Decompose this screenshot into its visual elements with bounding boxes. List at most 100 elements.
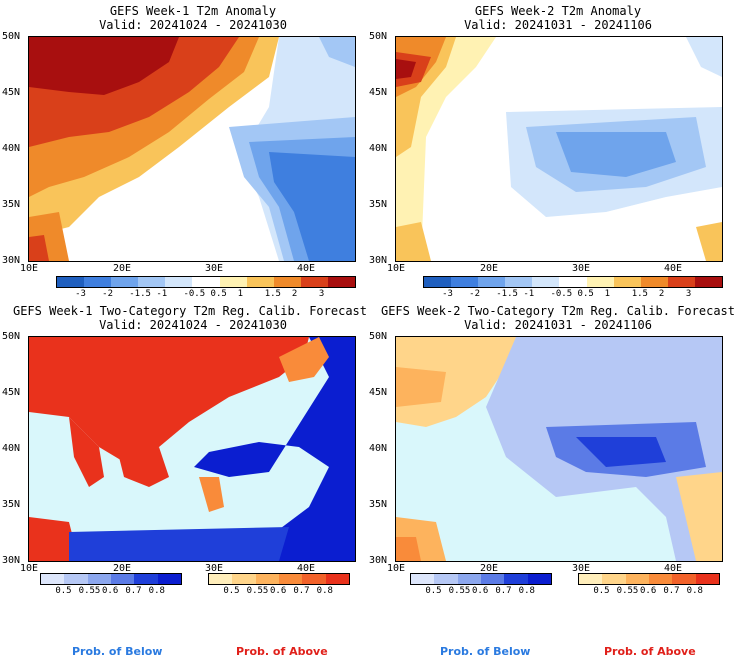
anomaly-w2-label-3: -1 bbox=[523, 289, 535, 299]
anomaly-colorbar-week2 bbox=[423, 276, 723, 288]
anomaly-w1-swatch-10 bbox=[327, 277, 356, 287]
above-w1-label-1: 0.55 bbox=[246, 586, 269, 596]
lat-tick-p1-40n: 40N bbox=[2, 143, 21, 154]
panel-3-title: GEFS Week-1 Two-Category T2m Reg. Calib.… bbox=[12, 304, 367, 318]
panel-4-valid: Valid: 20241031 - 20241106 bbox=[464, 318, 652, 332]
legend-prob-below-right: Prob. of Below bbox=[440, 645, 531, 658]
lat-tick-p4-35n: 35N bbox=[369, 499, 388, 510]
lon-tick-p1-40e: 40E bbox=[297, 263, 316, 274]
above-w2-label-1: 0.55 bbox=[616, 586, 639, 596]
lat-tick-p1-45n: 45N bbox=[2, 87, 21, 98]
above-w2-swatch-0 bbox=[579, 574, 603, 584]
prob-above-colorbar-week1 bbox=[208, 573, 350, 585]
anomaly-w1-label-8: 2 bbox=[291, 289, 298, 299]
above-w1-label-0: 0.5 bbox=[223, 586, 240, 596]
prob-below-colorbar-week2 bbox=[410, 573, 552, 585]
above-w1-label-3: 0.7 bbox=[293, 586, 310, 596]
anomaly-w2-swatch-2 bbox=[478, 277, 506, 287]
below-w2-label-3: 0.7 bbox=[495, 586, 512, 596]
lat-tick-p1-30n: 30N bbox=[2, 255, 21, 266]
below-w2-label-2: 0.6 bbox=[472, 586, 489, 596]
anomaly-w2-swatch-4 bbox=[532, 277, 560, 287]
lon-tick-p4-20e: 20E bbox=[480, 563, 499, 574]
legend-prob-above-left: Prob. of Above bbox=[236, 645, 328, 658]
below-w1-label-4: 0.8 bbox=[148, 586, 165, 596]
below-w1-label-3: 0.7 bbox=[125, 586, 142, 596]
anomaly-w1-swatch-0 bbox=[57, 277, 85, 287]
below-w1-swatch-5 bbox=[157, 574, 181, 584]
below-w2-swatch-0 bbox=[411, 574, 435, 584]
below-w1-swatch-3 bbox=[110, 574, 135, 584]
below-w1-swatch-1 bbox=[64, 574, 88, 584]
above-w1-label-2: 0.6 bbox=[270, 586, 287, 596]
anomaly-w2-label-9: 3 bbox=[685, 289, 692, 299]
anomaly-colorbar-week1 bbox=[56, 276, 356, 288]
below-w2-swatch-4 bbox=[504, 574, 528, 584]
lon-tick-p2-40e: 40E bbox=[664, 263, 683, 274]
anomaly-w2-swatch-0 bbox=[424, 277, 452, 287]
map-week1-anomaly bbox=[28, 36, 356, 262]
anomaly-w1-swatch-9 bbox=[300, 277, 328, 287]
above-w1-swatch-5 bbox=[325, 574, 349, 584]
lon-tick-p4-30e: 30E bbox=[572, 563, 591, 574]
anomaly-w1-swatch-7 bbox=[246, 277, 274, 287]
below-w2-label-1: 0.55 bbox=[448, 586, 471, 596]
legend-prob-above-right: Prob. of Above bbox=[604, 645, 696, 658]
below-w1-swatch-0 bbox=[41, 574, 65, 584]
anomaly-w1-label-6: 1 bbox=[237, 289, 244, 299]
anomaly-w2-label-1: -2 bbox=[469, 289, 481, 299]
panel-1-valid: Valid: 20241024 - 20241030 bbox=[99, 18, 287, 32]
anomaly-w2-label-6: 1 bbox=[604, 289, 611, 299]
anomaly-w1-label-9: 3 bbox=[318, 289, 325, 299]
lat-tick-p3-45n: 45N bbox=[2, 387, 21, 398]
panel-2-title: GEFS Week-2 T2m Anomaly bbox=[474, 4, 642, 18]
lat-tick-p3-40n: 40N bbox=[2, 443, 21, 454]
above-w2-swatch-3 bbox=[648, 574, 673, 584]
above-w1-swatch-4 bbox=[302, 574, 326, 584]
below-w2-label-4: 0.8 bbox=[518, 586, 535, 596]
anomaly-w2-swatch-3 bbox=[505, 277, 533, 287]
above-w2-swatch-1 bbox=[602, 574, 626, 584]
anomaly-w1-swatch-8 bbox=[273, 277, 301, 287]
lon-tick-p3-20e: 20E bbox=[113, 563, 132, 574]
lat-tick-p2-30n: 30N bbox=[369, 255, 388, 266]
lon-tick-p3-40e: 40E bbox=[297, 563, 316, 574]
above-w1-swatch-2 bbox=[255, 574, 279, 584]
above-w2-swatch-4 bbox=[672, 574, 696, 584]
anomaly-w2-label-0: -3 bbox=[442, 289, 453, 299]
lat-tick-p2-40n: 40N bbox=[369, 143, 388, 154]
anomaly-w1-swatch-4 bbox=[165, 277, 193, 287]
below-w2-swatch-3 bbox=[480, 574, 505, 584]
anomaly-w1-swatch-5 bbox=[192, 277, 220, 287]
anomaly-w2-swatch-5 bbox=[559, 277, 587, 287]
anomaly-w2-swatch-1 bbox=[451, 277, 479, 287]
below-w1-label-0: 0.5 bbox=[55, 586, 72, 596]
legend-prob-below-left: Prob. of Below bbox=[72, 645, 163, 658]
anomaly-w2-label-5: 0.5 bbox=[577, 289, 594, 299]
below-w1-swatch-4 bbox=[134, 574, 158, 584]
anomaly-w1-label-1: -2 bbox=[102, 289, 114, 299]
lat-tick-p2-35n: 35N bbox=[369, 199, 388, 210]
lon-tick-p4-40e: 40E bbox=[664, 563, 683, 574]
above-w1-swatch-0 bbox=[209, 574, 233, 584]
lon-tick-p2-10e: 10E bbox=[387, 263, 406, 274]
anomaly-w1-swatch-1 bbox=[84, 277, 112, 287]
lat-tick-p4-50n: 50N bbox=[369, 331, 388, 342]
lat-tick-p1-50n: 50N bbox=[2, 31, 21, 42]
above-w2-label-3: 0.7 bbox=[663, 586, 680, 596]
panel-2-valid: Valid: 20241031 - 20241106 bbox=[464, 18, 652, 32]
above-w2-swatch-2 bbox=[625, 574, 649, 584]
lat-tick-p3-30n: 30N bbox=[2, 555, 21, 566]
lon-tick-p2-20e: 20E bbox=[480, 263, 499, 274]
below-w1-label-1: 0.55 bbox=[78, 586, 101, 596]
below-w2-swatch-2 bbox=[457, 574, 481, 584]
above-w2-label-4: 0.8 bbox=[686, 586, 703, 596]
anomaly-w2-swatch-6 bbox=[586, 277, 614, 287]
lon-tick-p1-20e: 20E bbox=[113, 263, 132, 274]
above-w1-swatch-3 bbox=[278, 574, 303, 584]
lat-tick-p2-50n: 50N bbox=[369, 31, 388, 42]
lat-tick-p4-45n: 45N bbox=[369, 387, 388, 398]
map-week1-probability bbox=[28, 336, 356, 562]
lon-tick-p2-30e: 30E bbox=[572, 263, 591, 274]
below-w1-label-2: 0.6 bbox=[102, 586, 119, 596]
